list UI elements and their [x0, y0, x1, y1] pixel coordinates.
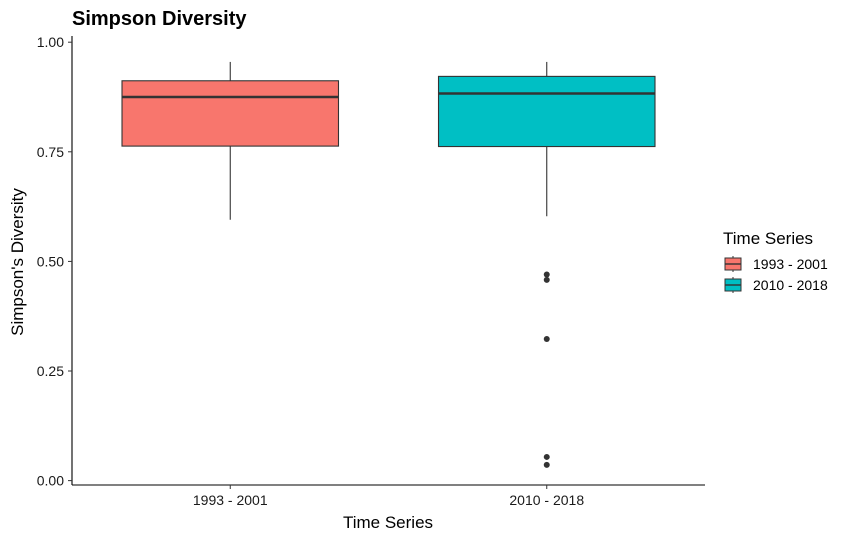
outlier-point — [543, 276, 550, 283]
outlier-point — [543, 271, 550, 278]
y-axis-title: Simpson's Diversity — [8, 188, 27, 336]
box-group — [121, 61, 656, 468]
legend-label: 1993 - 2001 — [753, 256, 828, 272]
x-axis: 1993 - 2001 2010 - 2018 — [72, 484, 705, 508]
chart-title: Simpson Diversity — [72, 8, 247, 30]
legend-item-1: 1993 - 2001 — [724, 256, 828, 272]
legend-item-2: 2010 - 2018 — [724, 277, 828, 293]
x-axis-title: Time Series — [343, 513, 433, 532]
box-1 — [121, 61, 340, 220]
outlier-point — [543, 453, 550, 460]
legend-label: 2010 - 2018 — [753, 277, 828, 293]
x-tick-label: 1993 - 2001 — [193, 492, 268, 508]
y-tick-label: 0.25 — [37, 363, 64, 379]
legend-title: Time Series — [723, 229, 813, 248]
box-body — [121, 80, 340, 147]
box-body — [437, 75, 656, 148]
legend: Time Series 1993 - 2001 2010 - 2018 — [723, 229, 828, 293]
y-tick-label: 1.00 — [37, 34, 64, 50]
y-tick-label: 0.00 — [37, 473, 64, 489]
outlier-point — [543, 336, 550, 343]
x-tick-label: 2010 - 2018 — [509, 492, 584, 508]
y-axis: 0.00 0.25 0.50 0.75 1.00 — [37, 34, 73, 489]
outlier-point — [543, 461, 550, 468]
y-tick-label: 0.75 — [37, 144, 64, 160]
box-2 — [437, 61, 656, 468]
y-tick-label: 0.50 — [37, 253, 64, 269]
